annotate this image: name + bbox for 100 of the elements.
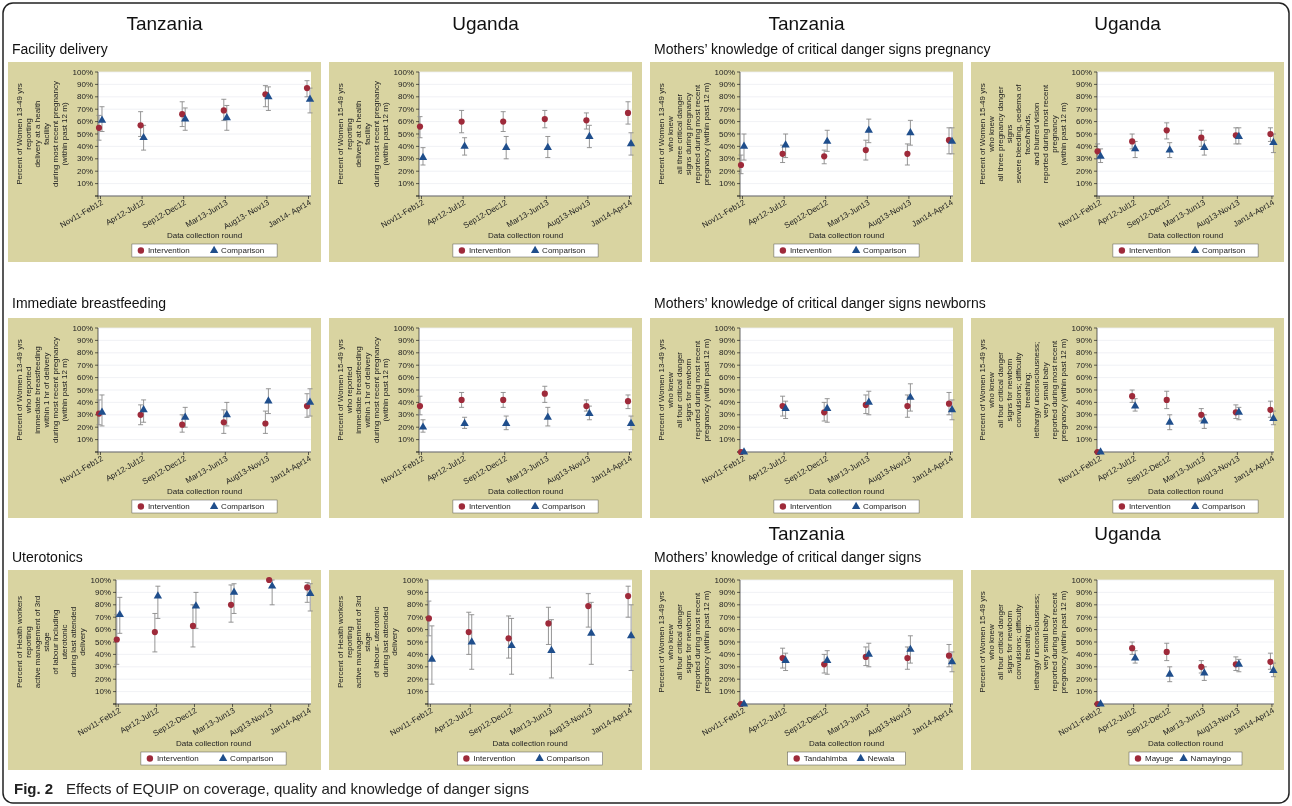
text: Percent of Women 15-49 yrs who knew all four critical danger signs for newborn convulsions; difficulty breathing; lethargy/ unconsciousness; very small baby reported during most recent pregnancy (within past 12 m) <box>978 590 1068 694</box>
point <box>465 628 472 636</box>
point <box>624 398 632 405</box>
text: Percent of Women 15-49 yrs who knew all three pregnancy danger signs severe bleeding, oedema of face/hands, and blurred vision reported during most recent pregnancy (within past 12 m) <box>978 83 1068 185</box>
legend-label: Comparison <box>863 502 907 512</box>
chart-title: Tanzania <box>126 13 203 34</box>
point <box>543 142 552 151</box>
point <box>543 412 552 420</box>
y-tick-label: 40% <box>94 650 111 660</box>
y-tick-label: 40% <box>76 142 93 152</box>
y-tick-label: 70% <box>718 104 735 114</box>
y-tick-label: 20% <box>718 674 735 684</box>
y-tick-label: 90% <box>76 336 93 346</box>
y-tick-label: 30% <box>1075 662 1092 672</box>
point <box>416 403 424 410</box>
legend-label: Comparison <box>542 246 586 256</box>
y-tick-label: 50% <box>718 129 735 139</box>
y-tick-label: 70% <box>1075 104 1092 114</box>
x-axis-title: Data collection round <box>487 231 564 240</box>
y-tick-label: 20% <box>397 166 414 176</box>
y-axis-title: Percent of Women 13-49 yrs who knew all four critical danger signs for newborn reported during most recent pregnancy (within past 12 m) <box>657 590 711 694</box>
y-tick-label: 90% <box>718 588 735 598</box>
y-tick-label: 100% <box>72 323 93 333</box>
y-tick-label: 20% <box>76 166 93 176</box>
y-tick-label: 60% <box>76 373 93 383</box>
y-tick-label: 50% <box>1075 637 1092 647</box>
chart-subtitle: Mothers’ knowledge of critical danger signs pregnancy <box>654 41 991 57</box>
y-tick-label: 20% <box>718 422 735 432</box>
y-tick-label: 40% <box>76 398 93 408</box>
y-tick-label: 50% <box>397 129 414 139</box>
y-tick-label: 100% <box>393 67 414 77</box>
y-tick-label: 90% <box>397 80 414 90</box>
point <box>541 390 548 397</box>
y-tick-label: 50% <box>718 385 735 395</box>
point <box>460 141 469 149</box>
chart-subtitle: Immediate breastfeeding <box>12 295 167 311</box>
y-tick-label: 90% <box>1075 336 1092 346</box>
point <box>306 588 315 597</box>
chart-subtitle: Uterotonics <box>12 549 83 565</box>
legend-label: Intervention <box>147 502 190 512</box>
legend-label: Comparison <box>1202 502 1246 512</box>
y-tick-label: 80% <box>406 600 423 610</box>
y-tick-label: 30% <box>397 154 414 164</box>
point <box>625 593 632 600</box>
chart-title: Uganda <box>452 13 520 34</box>
point <box>179 111 186 118</box>
legend-label: Intervention <box>473 754 516 764</box>
y-tick-label: 10% <box>718 179 735 189</box>
y-tick-label: 30% <box>94 662 111 672</box>
y-tick-label: 100% <box>714 575 735 585</box>
caption: Fig. 2 <box>14 780 54 797</box>
point <box>947 136 957 144</box>
point <box>264 91 273 100</box>
point <box>151 628 158 636</box>
legend-label: Mayuge <box>1145 754 1175 764</box>
y-tick-label: 40% <box>397 142 414 152</box>
y-tick-label: 10% <box>397 435 414 445</box>
chart-title: Uganda <box>1094 523 1162 544</box>
legend-label: Namayingo <box>1190 754 1232 764</box>
y-axis-title: Percent of Women 15-49 yrs who reported immediate breastfeeding within 1 hr of delivery during most recent pregnancy (within past 12 m) <box>336 337 390 443</box>
point <box>739 447 749 455</box>
y-tick-label: 90% <box>94 588 111 598</box>
point <box>97 407 107 415</box>
y-tick-label: 10% <box>1075 179 1092 189</box>
chart-subtitle: Mothers’ knowledge of critical danger signs <box>654 549 922 565</box>
point <box>1234 131 1244 139</box>
y-tick-label: 80% <box>718 348 735 358</box>
y-tick-label: 90% <box>397 336 414 346</box>
point <box>739 699 749 707</box>
y-tick-label: 40% <box>1075 142 1092 152</box>
y-tick-label: 50% <box>397 385 414 395</box>
y-tick-label: 20% <box>406 674 423 684</box>
y-tick-label: 50% <box>1075 129 1092 139</box>
y-tick-label: 100% <box>1071 575 1092 585</box>
point <box>113 636 120 643</box>
legend-label: Intervention <box>147 246 190 256</box>
x-axis-title: Data collection round <box>1147 231 1224 240</box>
y-tick-label: 70% <box>76 360 93 370</box>
y-tick-label: 60% <box>718 117 735 127</box>
y-tick-label: 70% <box>1075 360 1092 370</box>
x-axis-title: Data collection round <box>1147 487 1224 496</box>
legend-label: Intervention <box>156 754 199 764</box>
point <box>904 150 911 157</box>
y-tick-label: 40% <box>718 650 735 660</box>
point <box>624 109 632 117</box>
legend-label: Comparison <box>1202 246 1246 256</box>
y-tick-label: 10% <box>718 687 735 697</box>
text: Effects of EQUIP on coverage, quality and knowledge of danger signs <box>66 780 530 797</box>
point <box>458 118 465 125</box>
y-axis-title: Percent of Women 15-49 yrs reporting delivery at a health facility during most recent pregnancy (within past 12 m) <box>336 81 390 187</box>
y-tick-label: 90% <box>1075 588 1092 598</box>
y-tick-label: 10% <box>397 179 414 189</box>
y-tick-label: 30% <box>76 154 93 164</box>
y-tick-label: 70% <box>94 612 111 622</box>
y-tick-label: 40% <box>718 398 735 408</box>
y-tick-label: 60% <box>94 625 111 635</box>
y-tick-label: 100% <box>1071 67 1092 77</box>
y-axis-title: Percent of Health workers reporting active management of 3rd stage of labour- uterotonic during last attended delivery <box>336 595 399 689</box>
point <box>1163 127 1170 134</box>
x-axis-title: Data collection round <box>487 487 564 496</box>
